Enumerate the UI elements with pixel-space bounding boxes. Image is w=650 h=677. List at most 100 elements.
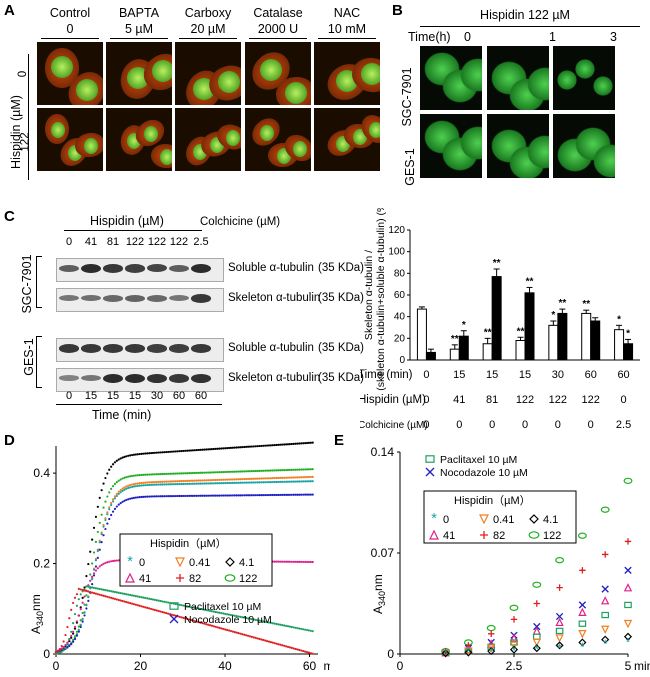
curve-point	[296, 493, 299, 496]
curve-point	[281, 476, 284, 479]
curve-point	[292, 442, 295, 445]
curve-point	[256, 469, 259, 473]
curve-point	[104, 518, 107, 522]
curve-point	[102, 534, 105, 537]
curve-point	[302, 560, 305, 564]
curve-point	[89, 550, 92, 553]
curve-point	[229, 481, 233, 485]
curve-point	[237, 478, 240, 481]
curve-point	[302, 628, 305, 631]
curve-point	[195, 479, 198, 482]
curve-point	[277, 476, 280, 480]
curve-point	[250, 618, 253, 621]
curve-point	[212, 482, 215, 485]
blot-band	[169, 344, 189, 353]
blot-strip	[56, 368, 224, 392]
curve-point	[229, 629, 233, 633]
curve-point	[102, 594, 105, 597]
curve-point	[258, 444, 261, 448]
cell-nucleus	[51, 122, 65, 138]
curve-point	[290, 646, 293, 650]
curve-point	[277, 623, 280, 626]
curve-point	[70, 608, 73, 612]
curve-point	[89, 585, 92, 589]
curve-point	[180, 482, 183, 486]
table-cell: 30	[552, 369, 564, 381]
curve-point	[304, 468, 307, 471]
curve-point	[210, 479, 214, 482]
curve-point	[73, 627, 77, 630]
curve-point	[87, 599, 90, 603]
curve-point	[193, 606, 196, 609]
curve-point	[138, 473, 141, 477]
curve-point	[167, 480, 170, 483]
curve-point	[220, 478, 223, 481]
legend-label: 41	[443, 530, 455, 542]
curve-point	[199, 479, 202, 482]
curve-point	[104, 595, 107, 598]
data-marker	[533, 633, 541, 640]
row-label-sgc7901: SGC-7901	[400, 67, 414, 127]
curve-point	[229, 470, 233, 473]
curve-point	[235, 494, 238, 497]
curve-point	[193, 479, 196, 482]
table-cell: 122	[582, 394, 600, 406]
curve-point	[267, 444, 271, 447]
curve-point	[233, 446, 236, 449]
curve-point	[186, 605, 189, 608]
curve-point	[142, 481, 145, 484]
curve-point	[106, 522, 109, 525]
curve-point	[83, 611, 86, 614]
curve-point	[294, 442, 297, 445]
sig-marker: *	[626, 328, 630, 339]
bar-control	[416, 308, 427, 361]
curve-point	[125, 600, 128, 604]
y-tick-label: 60	[394, 290, 406, 301]
data-marker	[602, 551, 609, 558]
curve-point	[174, 494, 177, 498]
micrograph-a	[175, 42, 241, 105]
curve-point	[174, 472, 177, 475]
curve-point	[216, 447, 219, 450]
curve-point	[138, 484, 141, 487]
cell-nucleus	[369, 122, 380, 138]
micrograph-a	[37, 42, 103, 105]
dose-label: 81	[106, 236, 120, 248]
treatment-dose: 5 µM	[124, 22, 154, 36]
curve-point	[115, 480, 118, 484]
curve-point	[102, 562, 105, 565]
curve-point	[91, 562, 94, 565]
curve-point	[193, 482, 196, 485]
curve-point	[269, 493, 272, 497]
data-marker	[623, 477, 633, 485]
curve-point	[300, 627, 303, 631]
curve-point	[189, 494, 193, 497]
cell-tubulin	[527, 135, 549, 169]
curve-point	[115, 559, 118, 562]
micrograph-a	[175, 108, 241, 171]
curve-point	[307, 468, 311, 471]
curve-point	[113, 482, 117, 485]
blot-band	[125, 374, 145, 383]
curve-point	[214, 494, 217, 497]
curve-point	[277, 469, 280, 472]
curve-point	[273, 443, 276, 447]
curve-point	[70, 636, 73, 639]
curve-point	[144, 473, 147, 476]
curve-point	[136, 453, 139, 456]
curve-point	[184, 617, 187, 620]
curve-point	[66, 643, 69, 646]
curve-point	[305, 493, 309, 496]
curve-point	[296, 476, 299, 479]
curve-point	[157, 599, 160, 602]
curve-point	[203, 608, 206, 611]
table-cell: 41	[453, 394, 465, 406]
curve-point	[193, 449, 196, 452]
micrograph-b	[487, 114, 549, 178]
curve-point	[294, 493, 297, 496]
curve-point	[182, 472, 185, 475]
panel-b-title-rule	[420, 26, 640, 27]
data-marker	[425, 467, 435, 477]
curve-point	[108, 468, 111, 471]
curve-point	[191, 471, 195, 475]
